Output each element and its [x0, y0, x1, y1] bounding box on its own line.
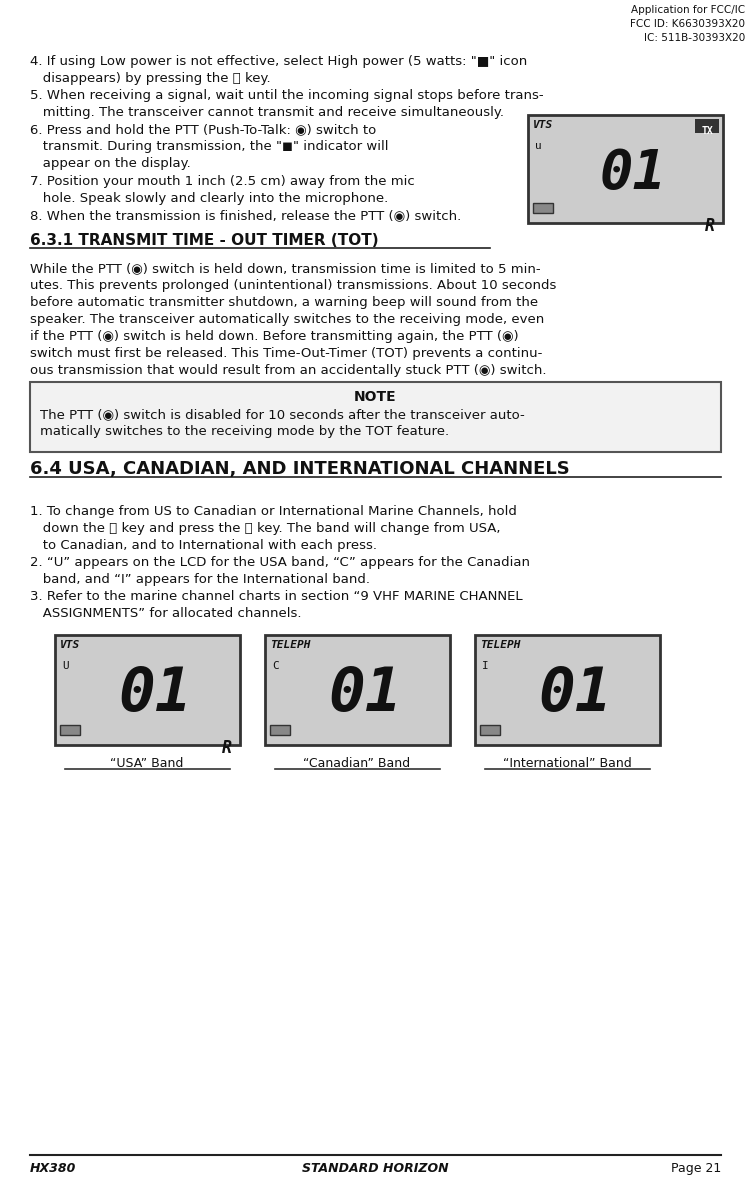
Text: TX: TX — [701, 126, 713, 136]
Text: if the PTT (◉) switch is held down. Before transmitting again, the PTT (◉): if the PTT (◉) switch is held down. Befo… — [30, 330, 519, 343]
Text: “Canadian” Band: “Canadian” Band — [303, 757, 411, 771]
Text: 1. To change from US to Canadian or International Marine Channels, hold: 1. To change from US to Canadian or Inte… — [30, 505, 517, 518]
FancyBboxPatch shape — [55, 635, 240, 746]
Text: utes. This prevents prolonged (unintentional) transmissions. About 10 seconds: utes. This prevents prolonged (unintenti… — [30, 279, 556, 292]
Text: 4. If using Low power is not effective, select High power (5 watts: "■" icon: 4. If using Low power is not effective, … — [30, 55, 527, 68]
Text: Application for FCC/IC
FCC ID: K6630393X20
IC: 511B-30393X20: Application for FCC/IC FCC ID: K6630393X… — [630, 5, 745, 43]
Text: NOTE: NOTE — [354, 389, 397, 404]
FancyBboxPatch shape — [475, 635, 660, 746]
Text: speaker. The transceiver automatically switches to the receiving mode, even: speaker. The transceiver automatically s… — [30, 313, 544, 326]
Text: before automatic transmitter shutdown, a warning beep will sound from the: before automatic transmitter shutdown, a… — [30, 297, 538, 308]
Text: TELEPH: TELEPH — [480, 640, 520, 650]
Text: matically switches to the receiving mode by the TOT feature.: matically switches to the receiving mode… — [40, 425, 449, 438]
Text: The PTT (◉) switch is disabled for 10 seconds after the transceiver auto-: The PTT (◉) switch is disabled for 10 se… — [40, 409, 525, 420]
FancyBboxPatch shape — [695, 119, 719, 133]
Text: “International” Band: “International” Band — [502, 757, 632, 771]
Text: TELEPH: TELEPH — [270, 640, 310, 650]
Text: ous transmission that would result from an accidentally stuck PTT (◉) switch.: ous transmission that would result from … — [30, 364, 547, 378]
Text: 8. When the transmission is finished, release the PTT (◉) switch.: 8. When the transmission is finished, re… — [30, 208, 461, 222]
Text: STANDARD HORIZON: STANDARD HORIZON — [302, 1162, 448, 1176]
Text: 7. Position your mouth 1 inch (2.5 cm) away from the mic: 7. Position your mouth 1 inch (2.5 cm) a… — [30, 175, 415, 188]
Text: While the PTT (◉) switch is held down, transmission time is limited to 5 min-: While the PTT (◉) switch is held down, t… — [30, 262, 541, 275]
Text: U: U — [62, 661, 69, 671]
Text: 01: 01 — [538, 665, 612, 723]
Text: 6.3.1 TRANSMIT TIME - OUT TIMER (TOT): 6.3.1 TRANSMIT TIME - OUT TIMER (TOT) — [30, 233, 379, 248]
Text: 01: 01 — [599, 146, 666, 200]
Text: HX380: HX380 — [30, 1162, 77, 1176]
Bar — [533, 202, 553, 213]
Text: hole. Speak slowly and clearly into the microphone.: hole. Speak slowly and clearly into the … — [30, 192, 388, 205]
Text: I: I — [482, 661, 489, 671]
Text: 6.4 USA, CANADIAN, AND INTERNATIONAL CHANNELS: 6.4 USA, CANADIAN, AND INTERNATIONAL CHA… — [30, 460, 570, 478]
Text: VTS: VTS — [60, 640, 80, 650]
FancyBboxPatch shape — [265, 635, 450, 746]
Text: transmit. During transmission, the "◼" indicator will: transmit. During transmission, the "◼" i… — [30, 141, 388, 152]
Bar — [480, 725, 500, 735]
FancyBboxPatch shape — [528, 116, 723, 223]
Text: R: R — [222, 738, 232, 757]
Text: appear on the display.: appear on the display. — [30, 157, 191, 170]
Bar — [270, 725, 290, 735]
Text: switch must first be released. This Time-Out-Timer (TOT) prevents a continu-: switch must first be released. This Time… — [30, 347, 542, 360]
Text: C: C — [272, 661, 279, 671]
Text: Page 21: Page 21 — [671, 1162, 721, 1176]
Text: 2. “U” appears on the LCD for the USA band, “C” appears for the Canadian: 2. “U” appears on the LCD for the USA ba… — [30, 556, 530, 569]
Text: down the ⓗ key and press the ⓗ key. The band will change from USA,: down the ⓗ key and press the ⓗ key. The … — [30, 522, 500, 535]
Text: mitting. The transceiver cannot transmit and receive simultaneously.: mitting. The transceiver cannot transmit… — [30, 106, 504, 119]
Text: 01: 01 — [328, 665, 402, 723]
FancyBboxPatch shape — [30, 382, 721, 453]
Text: 5. When receiving a signal, wait until the incoming signal stops before trans-: 5. When receiving a signal, wait until t… — [30, 89, 544, 102]
Text: 6. Press and hold the PTT (Push-To-Talk: ◉) switch to: 6. Press and hold the PTT (Push-To-Talk:… — [30, 123, 376, 136]
Text: “USA” Band: “USA” Band — [110, 757, 184, 771]
Text: ASSIGNMENTS” for allocated channels.: ASSIGNMENTS” for allocated channels. — [30, 607, 301, 621]
Text: u: u — [535, 141, 541, 151]
Text: VTS: VTS — [533, 120, 553, 130]
Text: disappears) by pressing the ⓗ key.: disappears) by pressing the ⓗ key. — [30, 71, 270, 85]
Text: 3. Refer to the marine channel charts in section “9 VHF MARINE CHANNEL: 3. Refer to the marine channel charts in… — [30, 590, 523, 603]
Text: R: R — [705, 217, 715, 235]
Text: band, and “I” appears for the International band.: band, and “I” appears for the Internatio… — [30, 573, 370, 586]
Text: to Canadian, and to International with each press.: to Canadian, and to International with e… — [30, 540, 377, 551]
Text: 01: 01 — [118, 665, 192, 723]
Bar — [60, 725, 80, 735]
